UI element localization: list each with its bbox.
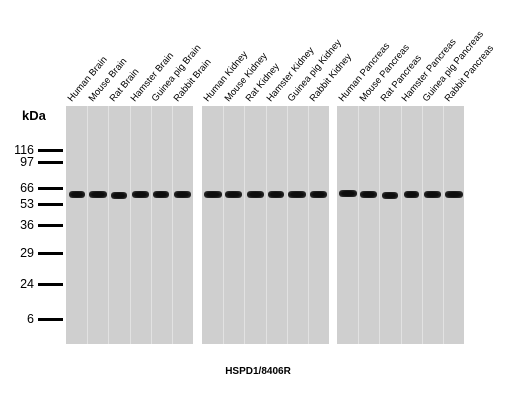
protein-band [111, 192, 127, 199]
lane-separator [87, 106, 89, 344]
kda-unit-label: kDa [22, 108, 46, 123]
lane-separator [244, 106, 246, 344]
marker-tick [38, 252, 63, 255]
blot-panel [66, 106, 194, 344]
protein-band [203, 191, 222, 198]
marker-tick [38, 203, 63, 206]
antibody-caption: HSPD1/8406R [225, 366, 291, 377]
marker-label: 66 [20, 181, 34, 195]
marker-label: 116 [14, 143, 34, 157]
marker-label: 97 [20, 155, 34, 169]
protein-band [174, 191, 192, 198]
lane-separator [223, 106, 225, 344]
lane-separator [265, 106, 267, 344]
marker-tick [38, 187, 63, 190]
marker-label: 29 [20, 246, 34, 260]
lane-separator [379, 106, 381, 344]
protein-band [268, 191, 285, 198]
protein-band [444, 191, 463, 198]
protein-band [338, 190, 357, 197]
protein-band [225, 191, 243, 198]
marker-label: 53 [20, 197, 34, 211]
marker-label: 6 [27, 312, 34, 326]
protein-band [288, 191, 307, 198]
protein-band [382, 192, 398, 199]
protein-band [68, 191, 85, 198]
lane-separator [129, 106, 131, 344]
protein-band [131, 191, 149, 198]
marker-tick [38, 161, 63, 164]
protein-band [88, 191, 107, 198]
lane-separator [421, 106, 423, 344]
marker-tick [38, 149, 63, 152]
marker-label: 24 [20, 277, 34, 291]
protein-band [423, 191, 441, 198]
blot-panel [202, 106, 330, 344]
lane-separator [358, 106, 360, 344]
blot-panel [337, 106, 465, 344]
lane-separator [400, 106, 402, 344]
protein-band [310, 191, 328, 198]
lane-separator [172, 106, 173, 344]
lane-separator [108, 106, 110, 344]
protein-band [403, 191, 419, 198]
marker-tick [38, 318, 63, 321]
marker-tick [38, 283, 63, 286]
marker-label: 36 [20, 218, 34, 232]
lane-separator [443, 106, 444, 344]
lane-separator [150, 106, 152, 344]
lane-separator [308, 106, 309, 344]
protein-band [246, 191, 264, 198]
marker-tick [38, 224, 63, 227]
protein-band [153, 191, 170, 198]
protein-band [360, 191, 378, 198]
lane-separator [286, 106, 288, 344]
